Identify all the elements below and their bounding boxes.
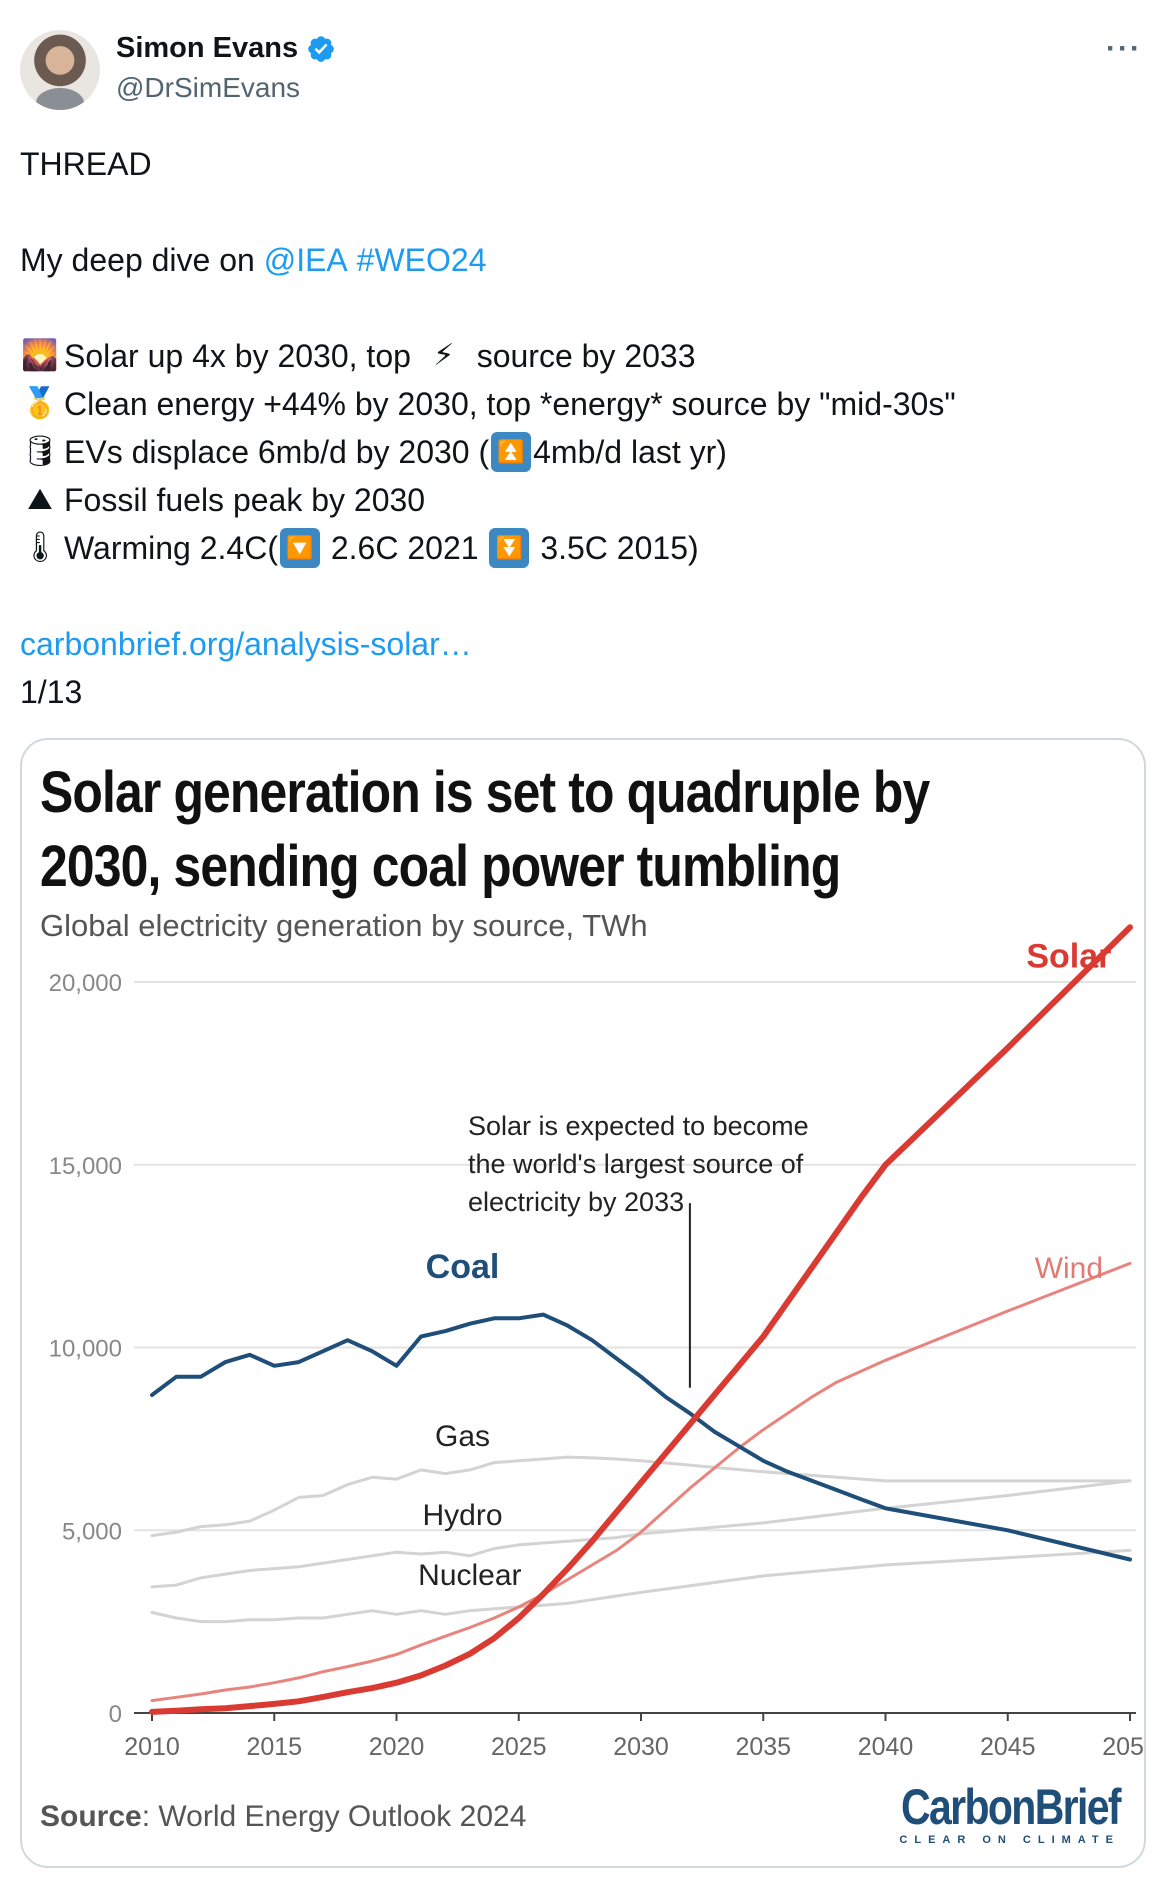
bullet-text: source by 2033 bbox=[467, 338, 696, 374]
thread-label: THREAD bbox=[20, 146, 152, 182]
y-tick-label: 0 bbox=[109, 1701, 122, 1728]
bullet-text: Clean energy +44% by 2030, top *energy* … bbox=[64, 386, 956, 422]
source-label: Source bbox=[40, 1800, 142, 1833]
series-label-gas: Gas bbox=[435, 1420, 490, 1453]
hashtag-link[interactable]: #WEO24 bbox=[356, 242, 487, 278]
chart-card[interactable]: Solar generation is set to quadruple by … bbox=[20, 738, 1146, 1868]
series-label-nuclear: Nuclear bbox=[418, 1559, 521, 1592]
series-label-coal: Coal bbox=[426, 1248, 500, 1286]
bullet-text: Solar up 4x by 2030, top bbox=[64, 338, 420, 374]
bullet-text: Warming 2.4C( bbox=[64, 530, 278, 566]
article-link[interactable]: carbonbrief.org/analysis-solar… bbox=[20, 626, 472, 662]
author-name[interactable]: Simon Evans bbox=[116, 32, 299, 64]
thread-counter: 1/13 bbox=[20, 674, 83, 710]
tweet-line-intro: My deep dive on @IEA #WEO24 bbox=[20, 236, 1140, 284]
lightning-icon: ⚡ bbox=[433, 339, 455, 372]
y-tick-label: 15,000 bbox=[49, 1153, 122, 1180]
double-down-icon: ⏬ bbox=[489, 528, 530, 568]
annotation-text: electricity by 2033 bbox=[468, 1187, 684, 1217]
bullet-solar: 🌄 Solar up 4x by 2030, top ⚡ source by 2… bbox=[20, 332, 1140, 380]
tweet-line-thread: THREAD bbox=[20, 140, 1140, 188]
chart-title: Solar generation is set to quadruple by … bbox=[40, 760, 930, 899]
intro-text: My deep dive on bbox=[20, 242, 264, 278]
x-tick-label: 2010 bbox=[124, 1733, 180, 1761]
bullet-text: 4mb/d last yr) bbox=[533, 434, 727, 470]
series-label-solar: Solar bbox=[1026, 937, 1111, 975]
annotation-text: Solar is expected to become bbox=[468, 1111, 809, 1141]
verified-badge-icon bbox=[308, 35, 334, 62]
carbonbrief-logo: CarbonBrief CLEAR ON CLIMATE bbox=[853, 1779, 1122, 1846]
x-tick-label: 2045 bbox=[980, 1733, 1036, 1761]
annotation-text: the world's largest source of bbox=[468, 1149, 804, 1179]
mention-link[interactable]: @IEA bbox=[263, 242, 348, 278]
y-tick-label: 5,000 bbox=[62, 1518, 122, 1545]
series-line-nuclear bbox=[150, 1548, 1132, 1624]
bullet-fossil: ⛰ Fossil fuels peak by 2030 bbox=[20, 476, 1140, 524]
tweet-line-counter: 1/13 bbox=[20, 668, 1140, 716]
series-line-gas bbox=[150, 1455, 1132, 1538]
y-tick-label: 10,000 bbox=[49, 1336, 122, 1363]
chart-subtitle: Global electricity generation by source,… bbox=[40, 908, 648, 943]
tweet-text: THREAD My deep dive on @IEA #WEO24 🌄 Sol… bbox=[20, 140, 1140, 716]
sunrise-icon: 🌄 bbox=[21, 339, 59, 372]
avatar[interactable] bbox=[20, 30, 100, 110]
bullet-text: 3.5C 2015) bbox=[531, 530, 699, 566]
brand-main: CarbonBrief bbox=[901, 1779, 1122, 1835]
oil-drum-icon: 🛢 bbox=[20, 435, 60, 468]
author-name-row[interactable]: Simon Evans bbox=[116, 32, 336, 65]
x-tick-label: 2040 bbox=[858, 1733, 914, 1761]
double-up-icon: ⏫ bbox=[491, 432, 532, 472]
x-tick-label: 2050 bbox=[1102, 1733, 1146, 1761]
series-line-coal bbox=[150, 1312, 1132, 1562]
series-label-hydro: Hydro bbox=[422, 1499, 502, 1532]
author-handle[interactable]: @DrSimEvans bbox=[116, 72, 301, 103]
bullet-text: EVs displace 6mb/d by 2030 ( bbox=[64, 434, 490, 470]
source-text: : World Energy Outlook 2024 bbox=[141, 1800, 527, 1833]
series-label-wind: Wind bbox=[1035, 1252, 1103, 1285]
brand-tagline: CLEAR ON CLIMATE bbox=[899, 1834, 1120, 1846]
x-tick-label: 2025 bbox=[491, 1733, 547, 1761]
x-tick-label: 2030 bbox=[613, 1733, 669, 1761]
tweet-line-url: carbonbrief.org/analysis-solar… bbox=[20, 620, 1140, 668]
chart-source: Source: World Energy Outlook 2024 bbox=[40, 1800, 526, 1834]
series-line-solar bbox=[149, 924, 1133, 1715]
thermometer-icon: 🌡 bbox=[20, 531, 60, 564]
mountain-icon: ⛰ bbox=[27, 483, 53, 516]
down-icon: 🔽 bbox=[279, 528, 320, 568]
bullet-warming: 🌡 Warming 2.4C( 🔽 2.6C 2021 ⏬ 3.5C 2015) bbox=[20, 524, 1140, 572]
bullet-clean: 🥇 Clean energy +44% by 2030, top *energy… bbox=[20, 380, 1140, 428]
x-tick-label: 2020 bbox=[369, 1733, 425, 1761]
bullet-evs: 🛢 EVs displace 6mb/d by 2030 ( ⏫ 4mb/d l… bbox=[20, 428, 1140, 476]
y-tick-label: 20,000 bbox=[49, 970, 122, 997]
tweet-header: Simon Evans @DrSimEvans ··· bbox=[20, 28, 1142, 112]
bullet-text: Fossil fuels peak by 2030 bbox=[64, 482, 426, 518]
bullet-text: 2.6C 2021 bbox=[321, 530, 488, 566]
more-options-icon[interactable]: ··· bbox=[1106, 32, 1142, 65]
line-chart: 0 5,000 10,000 15,000 20,000 2010 2015 2020 2025… bbox=[49, 924, 1146, 1761]
x-tick-label: 2035 bbox=[735, 1733, 791, 1761]
x-tick-label: 2015 bbox=[246, 1733, 302, 1761]
medal-icon: 🥇 bbox=[21, 387, 59, 420]
